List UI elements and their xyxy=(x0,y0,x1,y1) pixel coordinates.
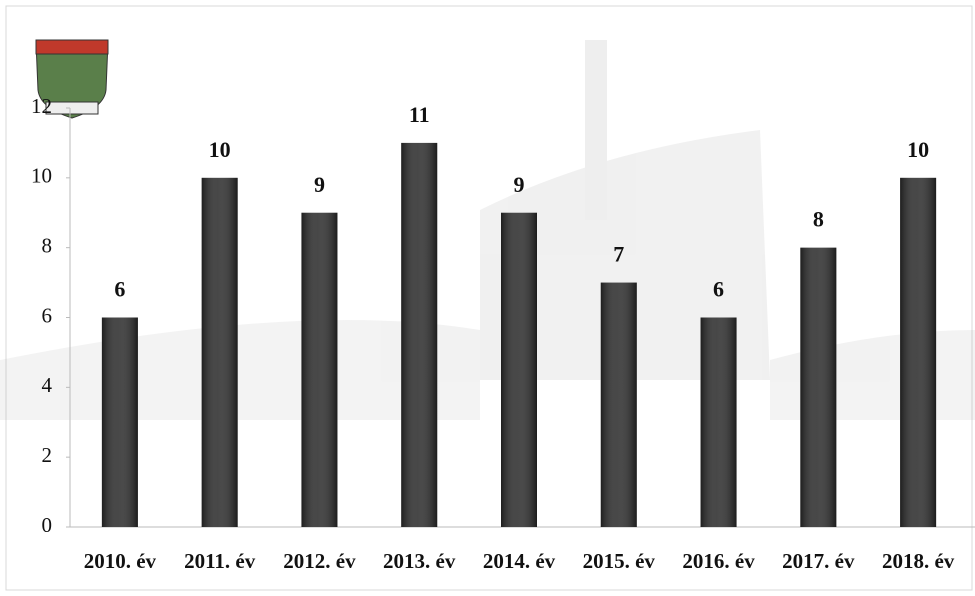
bar-shade xyxy=(401,142,438,527)
y-tick-label: 8 xyxy=(42,233,53,257)
x-tick-label: 2012. év xyxy=(283,549,356,573)
bar-shade xyxy=(800,247,837,527)
police-emblem xyxy=(35,39,109,119)
value-label: 7 xyxy=(613,242,624,267)
value-label: 11 xyxy=(409,102,430,127)
y-tick-label: 6 xyxy=(42,303,53,327)
x-tick-label: 2016. év xyxy=(682,549,755,573)
value-label: 6 xyxy=(114,277,125,302)
bar-shade xyxy=(101,317,138,527)
bar-shade xyxy=(900,177,937,528)
x-tick-label: 2010. év xyxy=(84,549,157,573)
bar-shade xyxy=(700,317,737,527)
y-tick-label: 2 xyxy=(42,443,53,467)
x-tick-label: 2017. év xyxy=(782,549,855,573)
y-tick-label: 12 xyxy=(31,94,52,118)
x-tick-label: 2015. év xyxy=(583,549,656,573)
bar-shade xyxy=(301,212,338,527)
value-label: 8 xyxy=(813,207,824,232)
y-tick-label: 0 xyxy=(42,513,53,537)
bar-shade xyxy=(501,212,537,527)
x-tick-label: 2014. év xyxy=(483,549,556,573)
x-tick-label: 2018. év xyxy=(882,549,955,573)
x-tick-label: 2011. év xyxy=(184,549,256,573)
x-tick-label: 2013. év xyxy=(383,549,456,573)
value-label: 6 xyxy=(713,277,724,302)
y-tick-label: 10 xyxy=(31,164,52,188)
value-label: 10 xyxy=(907,137,929,162)
value-label: 9 xyxy=(514,172,525,197)
bar-shade xyxy=(201,177,238,528)
bar-shade xyxy=(600,282,637,527)
y-tick-label: 4 xyxy=(42,373,53,397)
value-label: 10 xyxy=(209,137,231,162)
value-label: 9 xyxy=(314,172,325,197)
